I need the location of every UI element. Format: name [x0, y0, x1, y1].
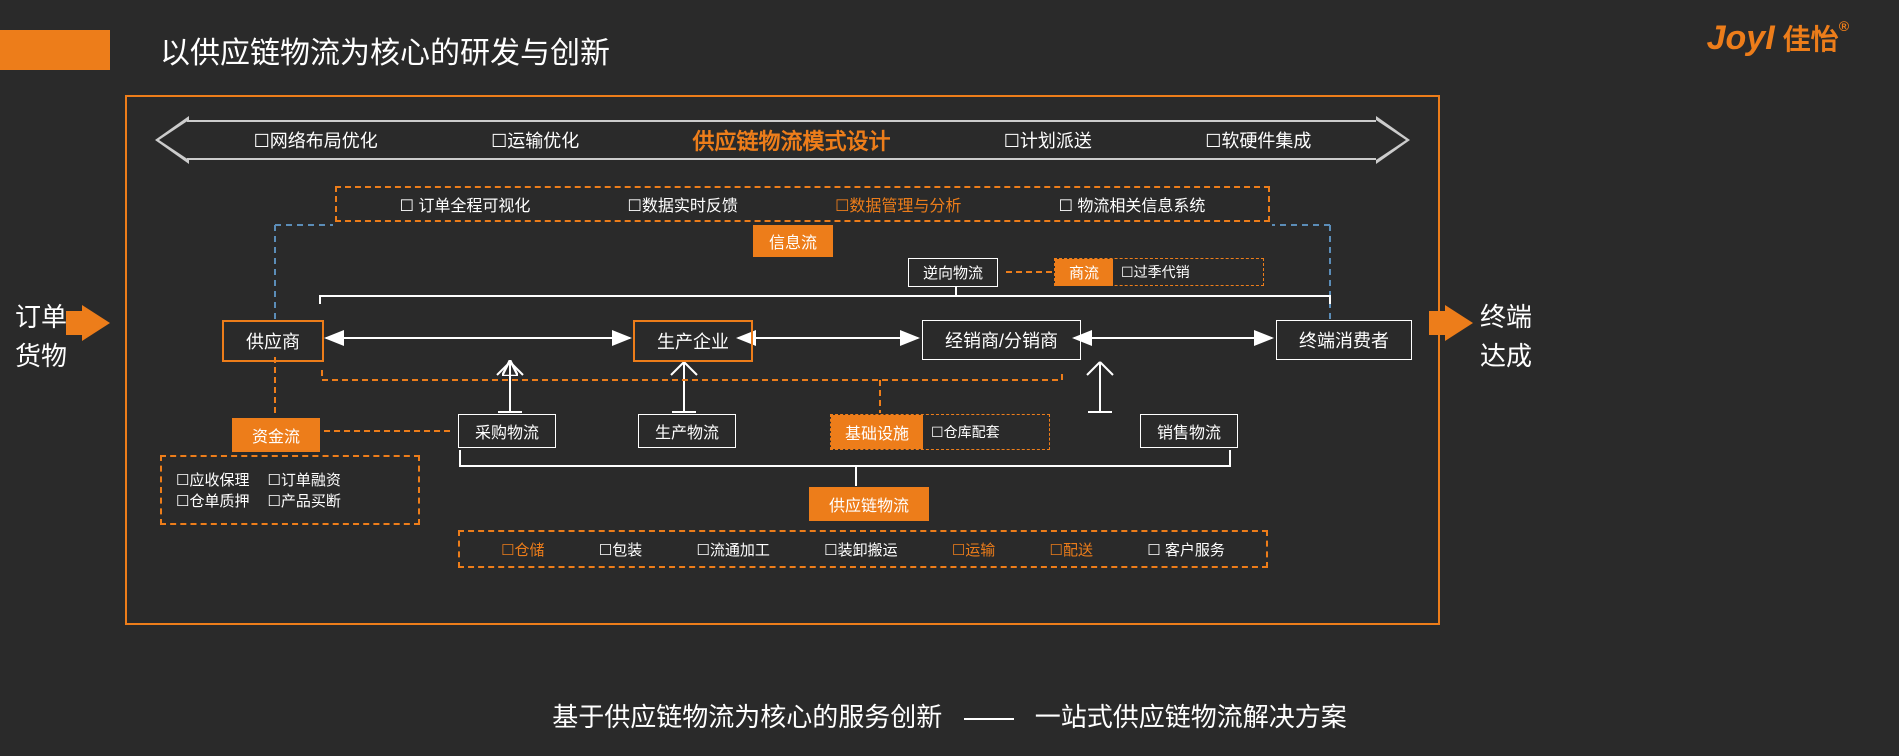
node-dealer: 经销商/分销商 [922, 320, 1081, 360]
label-production: 生产物流 [638, 414, 736, 448]
arrow-out-icon [1445, 305, 1473, 341]
arrow-right-icon [1376, 116, 1410, 164]
logo: JoyI 佳怡® [1707, 18, 1849, 58]
scl-item-4: ☐装卸搬运 [824, 539, 897, 560]
commerce-box: 商流 ☐过季代销 [1054, 258, 1264, 286]
info-item-2: ☐数据实时反馈 [628, 192, 738, 216]
fund-item-3: ☐仓单质押 [176, 490, 249, 511]
node-supplier: 供应商 [222, 320, 324, 362]
tag-scl: 供应链物流 [809, 487, 929, 521]
fund-box: ☐应收保理 ☐订单融资 ☐仓单质押 ☐产品买断 [160, 455, 420, 525]
node-consumer: 终端消费者 [1276, 320, 1412, 360]
node-producer: 生产企业 [633, 320, 753, 362]
info-item-4: ☐ 物流相关信息系统 [1059, 192, 1206, 216]
scl-item-3: ☐流通加工 [696, 539, 769, 560]
top-center: 供应链物流模式设计 [692, 124, 890, 156]
arrow-left-icon [155, 116, 189, 164]
arrow-in-icon [82, 305, 110, 341]
fund-item-4: ☐产品买断 [267, 490, 340, 511]
tag-reverse-logistics: 逆向物流 [908, 258, 998, 287]
tag-infra: 基础设施 [831, 415, 923, 449]
side-label-left: 订单 货物 [15, 298, 67, 376]
infra-note: ☐仓库配套 [923, 422, 1008, 442]
fund-item-1: ☐应收保理 [176, 469, 249, 490]
top-item-1: ☐网络布局优化 [254, 127, 378, 153]
top-item-3: ☐计划派送 [1004, 127, 1092, 153]
tag-fund-flow: 资金流 [232, 418, 320, 452]
logo-cn: 佳怡 [1783, 24, 1839, 55]
info-item-3: ☐数据管理与分析 [835, 192, 961, 216]
caption-dash-icon [964, 718, 1014, 720]
top-item-4: ☐软硬件集成 [1205, 127, 1311, 153]
top-item-2: ☐运输优化 [491, 127, 579, 153]
caption-right: 一站式供应链物流解决方案 [1035, 702, 1347, 732]
label-sales: 销售物流 [1140, 414, 1238, 448]
bottom-caption: 基于供应链物流为核心的服务创新 一站式供应链物流解决方案 [0, 697, 1899, 734]
logo-reg: ® [1839, 18, 1849, 34]
commerce-note: ☐过季代销 [1113, 262, 1198, 282]
scl-item-5: ☐运输 [952, 539, 995, 560]
scl-box: ☐仓储 ☐包装 ☐流通加工 ☐装卸搬运 ☐运输 ☐配送 ☐ 客户服务 [458, 530, 1268, 568]
infra-box: 基础设施 ☐仓库配套 [830, 414, 1050, 450]
top-double-arrow: ☐网络布局优化 ☐运输优化 供应链物流模式设计 ☐计划派送 ☐软硬件集成 [155, 120, 1410, 160]
info-flow-box: ☐ 订单全程可视化 ☐数据实时反馈 ☐数据管理与分析 ☐ 物流相关信息系统 [335, 186, 1270, 222]
info-item-1: ☐ 订单全程可视化 [400, 192, 531, 216]
scl-item-6: ☐配送 [1050, 539, 1093, 560]
scl-item-2: ☐包装 [599, 539, 642, 560]
header-accent-bar [0, 30, 110, 70]
logo-en: JoyI [1707, 19, 1775, 57]
fund-item-2: ☐订单融资 [267, 469, 340, 490]
scl-item-7: ☐ 客户服务 [1147, 539, 1225, 560]
label-purchase: 采购物流 [458, 414, 556, 448]
scl-item-1: ☐仓储 [501, 539, 544, 560]
caption-left: 基于供应链物流为核心的服务创新 [552, 702, 942, 732]
top-arrow-body: ☐网络布局优化 ☐运输优化 供应链物流模式设计 ☐计划派送 ☐软硬件集成 [187, 120, 1378, 160]
tag-info-flow: 信息流 [753, 225, 833, 257]
tag-commerce: 商流 [1055, 259, 1113, 286]
side-label-right: 终端 达成 [1480, 298, 1532, 376]
page-title: 以供应链物流为核心的研发与创新 [160, 28, 610, 72]
